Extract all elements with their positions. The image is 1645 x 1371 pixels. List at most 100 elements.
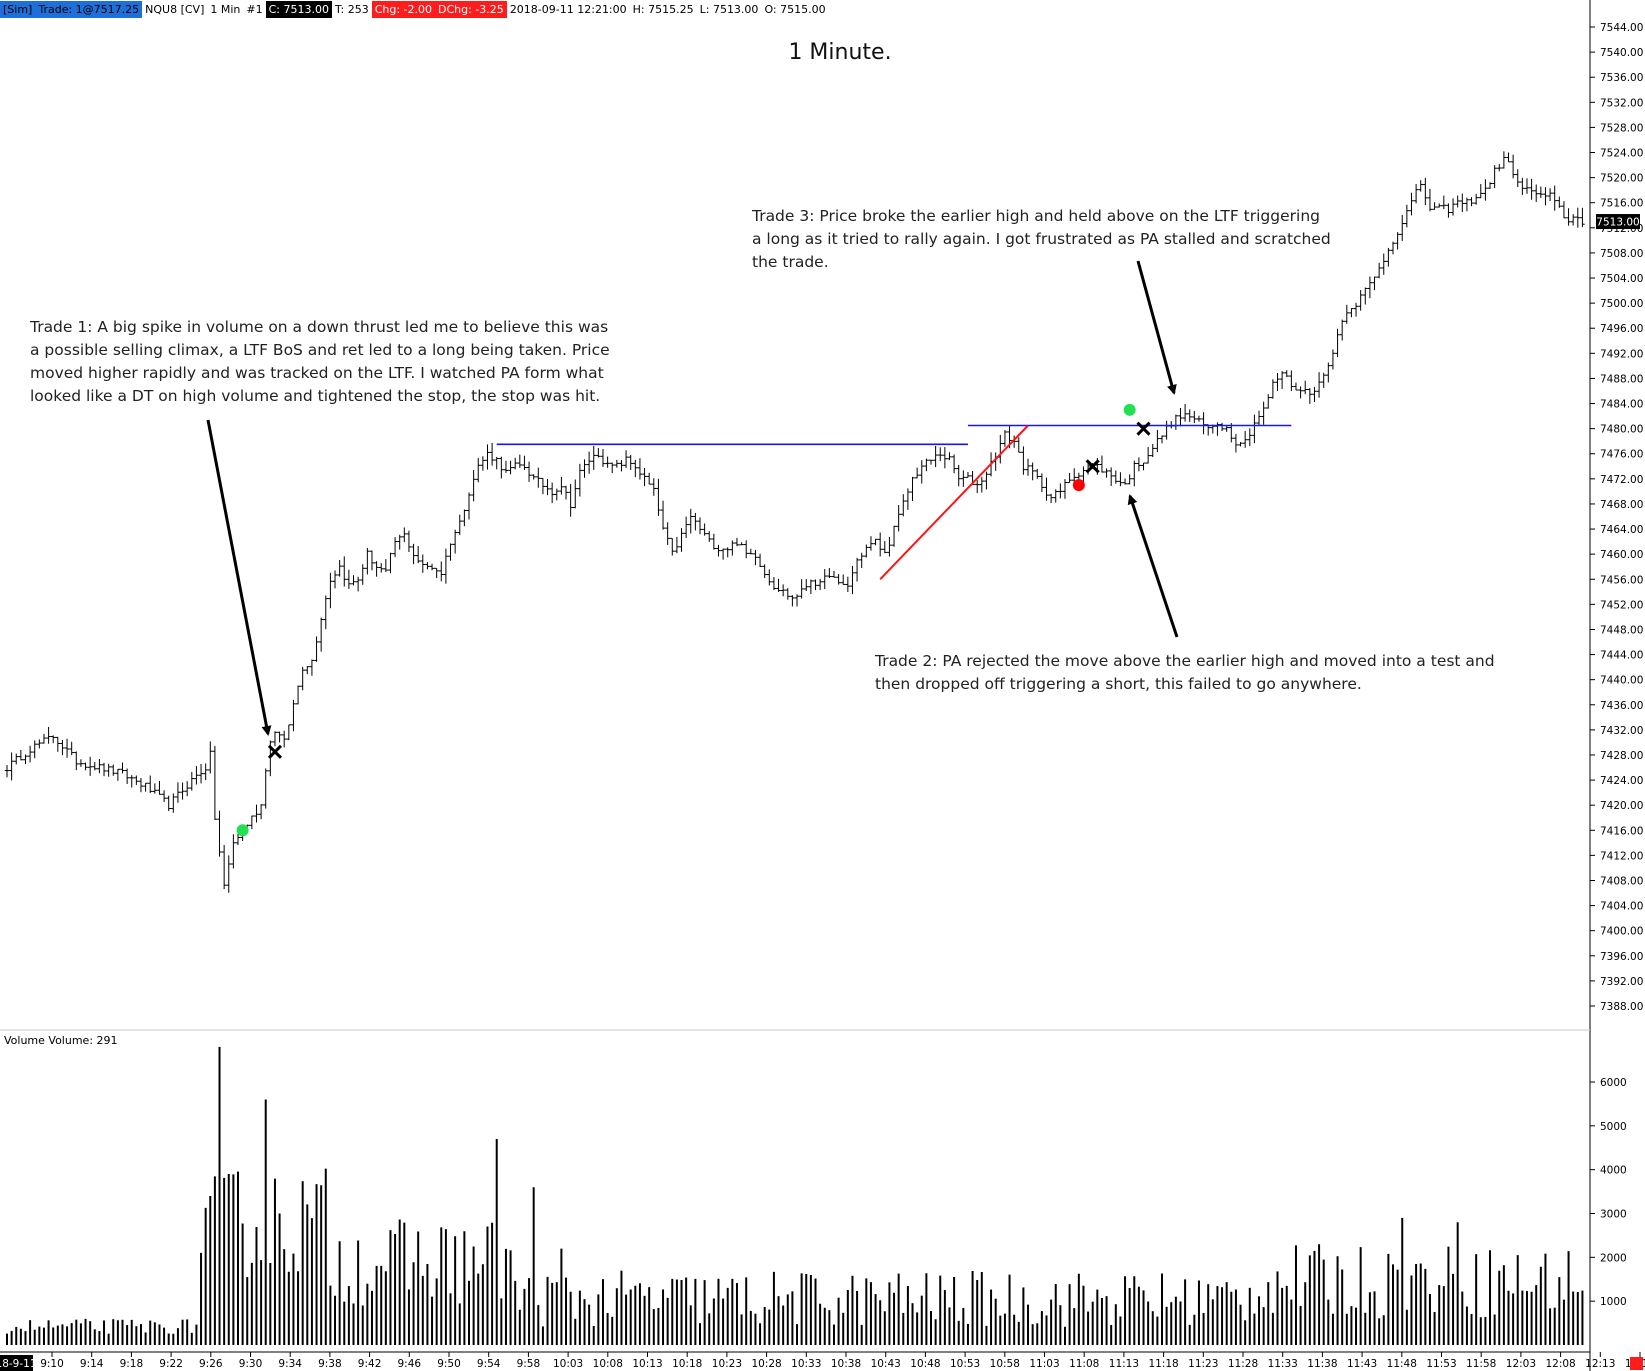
price-axis: 7388.00 7392.00 7396.00 7400.00 7404.00 7408.… <box>1590 22 1643 1013</box>
high-label: H: 7515.25 <box>632 3 694 16</box>
ticks-label: T: 253 <box>335 3 369 16</box>
time-tick-label: 11:38 <box>1307 1358 1337 1370</box>
time-tick-label: 11:08 <box>1069 1358 1099 1370</box>
time-tick-label: 10:18 <box>672 1358 702 1370</box>
index-label: #1 <box>246 3 263 16</box>
price-tick-label: 7420.00 <box>1600 800 1643 812</box>
price-tick-label: 7460.00 <box>1600 549 1643 561</box>
time-tick-label: 9:14 <box>80 1358 104 1370</box>
trendline[interactable] <box>879 424 1029 580</box>
last-price-tag: 7513.00 <box>1596 214 1640 230</box>
annotation-trade-2: Trade 2: PA rejected the move above the … <box>875 650 1495 696</box>
time-tick-label: 9:26 <box>199 1358 223 1370</box>
annotation-line: moved higher rapidly and was tracked on … <box>30 364 604 382</box>
volume-tick-label: 4000 <box>1600 1165 1627 1177</box>
low-label: L: 7513.00 <box>699 3 759 16</box>
volume-tick-label: 2000 <box>1600 1252 1627 1264</box>
price-tick-label: 7472.00 <box>1600 474 1643 486</box>
annotation-line: Trade 1: A big spike in volume on a down… <box>30 318 609 336</box>
time-tick-label: 11:28 <box>1228 1358 1258 1370</box>
price-tick-label: 7396.00 <box>1600 951 1643 963</box>
price-tick-label: 7452.00 <box>1600 599 1643 611</box>
exit-x-marker <box>1136 421 1151 436</box>
price-tick-label: 7448.00 <box>1600 624 1643 636</box>
price-tick-label: 7392.00 <box>1600 976 1643 988</box>
annotation-line: Trade 3: Price broke the earlier high an… <box>752 207 1320 225</box>
time-tick-label: 9:54 <box>477 1358 501 1370</box>
volume-axis: 1000 2000 3000 4000 5000 6000 <box>1590 1077 1627 1308</box>
price-tick-label: 7468.00 <box>1600 499 1643 511</box>
time-tick-label: 9:38 <box>318 1358 342 1370</box>
sim-badge[interactable]: [Sim] <box>0 1 36 18</box>
arrow-trade-2 <box>1127 494 1179 638</box>
annotation-line: then dropped off triggering a short, thi… <box>875 675 1362 693</box>
time-tick-label: 10:13 <box>632 1358 662 1370</box>
time-tick-label: 11:18 <box>1148 1358 1178 1370</box>
close-badge: C: 7513.00 <box>265 1 332 18</box>
time-tick-label: 11:48 <box>1387 1358 1417 1370</box>
annotation-line: Trade 2: PA rejected the move above the … <box>875 652 1495 670</box>
time-tick-label: 11:53 <box>1426 1358 1456 1370</box>
price-tick-label: 7532.00 <box>1600 97 1643 109</box>
time-tick-label: 10:28 <box>751 1358 781 1370</box>
symbol-label: NQU8 [CV] <box>145 3 205 16</box>
time-tick-label: 10:48 <box>910 1358 940 1370</box>
volume-tick-label: 3000 <box>1600 1209 1627 1221</box>
time-tick-label: 10:38 <box>831 1358 861 1370</box>
time-tick-label: 11:03 <box>1029 1358 1059 1370</box>
arrow-trade-1 <box>206 419 272 736</box>
price-tick-label: 7536.00 <box>1600 72 1643 84</box>
date-label: 18-9-11 <box>0 1358 36 1370</box>
price-tick-label: 7400.00 <box>1600 926 1643 938</box>
price-tick-label: 7464.00 <box>1600 524 1643 536</box>
price-tick-label: 7432.00 <box>1600 725 1643 737</box>
price-tick-label: 7528.00 <box>1600 122 1643 134</box>
dchg-badge: DChg: -3.25 <box>435 1 507 18</box>
volume-tick-label: 5000 <box>1600 1121 1627 1133</box>
time-tick-label: 9:34 <box>278 1358 302 1370</box>
time-tick-label: 10:43 <box>871 1358 901 1370</box>
arrow-trade-3 <box>1136 260 1177 395</box>
time-tick-label: 10:33 <box>791 1358 821 1370</box>
price-tick-label: 7516.00 <box>1600 198 1643 210</box>
alert-indicator[interactable] <box>1630 1357 1643 1370</box>
time-axis: 9:10 9:14 9:18 9:22 9:26 9:30 9:34 9:38 9:42 9:46… <box>40 1352 1645 1370</box>
trade-badge[interactable]: Trade: 1@7517.25 <box>35 1 143 18</box>
price-tick-label: 7504.00 <box>1600 273 1643 285</box>
time-tick-label: 9:18 <box>120 1358 144 1370</box>
time-tick-label: 9:22 <box>159 1358 183 1370</box>
annotation-trade-1: Trade 1: A big spike in volume on a down… <box>30 316 610 408</box>
volume-tick-label: 6000 <box>1600 1077 1627 1089</box>
time-tick-label: 10:08 <box>593 1358 623 1370</box>
time-tick-label: 9:50 <box>437 1358 461 1370</box>
time-tick-label: 11:33 <box>1268 1358 1298 1370</box>
chart-header: [Sim] Trade: 1@7517.25 NQU8 [CV] 1 Min #… <box>0 0 829 19</box>
price-tick-label: 7488.00 <box>1600 373 1643 385</box>
interval-label: 1 Min <box>210 3 241 16</box>
entry-short-dot <box>1072 479 1085 492</box>
time-tick-label: 11:43 <box>1347 1358 1377 1370</box>
price-tick-label: 7456.00 <box>1600 574 1643 586</box>
time-tick-label: 10:58 <box>990 1358 1020 1370</box>
price-tick-label: 7492.00 <box>1600 348 1643 360</box>
exit-x-marker <box>267 744 283 759</box>
time-tick-label: 12:13 <box>1585 1358 1615 1370</box>
price-tick-label: 7476.00 <box>1600 449 1643 461</box>
time-tick-label: 10:23 <box>712 1358 742 1370</box>
trade-markers <box>236 403 1151 837</box>
volume-bars <box>6 1046 1584 1345</box>
volume-tick-label: 1000 <box>1600 1296 1627 1308</box>
time-tick-label: 12:03 <box>1506 1358 1536 1370</box>
date-tag: 18-9-11 <box>0 1355 36 1371</box>
price-tick-label: 7424.00 <box>1600 775 1643 787</box>
open-label: O: 7515.00 <box>764 3 826 16</box>
annotation-line: looked like a DT on high volume and tigh… <box>30 387 601 405</box>
price-tick-label: 7416.00 <box>1600 825 1643 837</box>
price-tick-label: 7544.00 <box>1600 22 1643 34</box>
price-tick-label: 7540.00 <box>1600 47 1643 59</box>
time-tick-label: 11:13 <box>1109 1358 1139 1370</box>
time-tick-label: 11:23 <box>1188 1358 1218 1370</box>
price-tick-label: 7388.00 <box>1600 1001 1643 1013</box>
chg-badge: Chg: -2.00 <box>371 1 436 18</box>
